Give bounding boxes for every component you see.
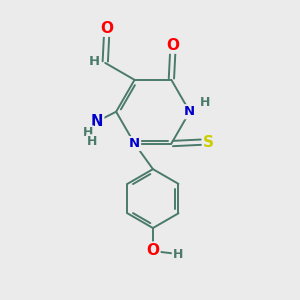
Text: O: O xyxy=(100,21,113,36)
Text: O: O xyxy=(146,243,159,258)
Text: O: O xyxy=(166,38,179,52)
Text: S: S xyxy=(203,135,214,150)
Text: H: H xyxy=(200,96,210,110)
Text: H: H xyxy=(83,126,94,140)
Text: N: N xyxy=(129,137,140,150)
Text: H: H xyxy=(173,248,183,261)
Text: N: N xyxy=(184,105,195,118)
Text: H: H xyxy=(87,135,97,148)
Text: N: N xyxy=(91,114,103,129)
Text: H: H xyxy=(88,55,100,68)
